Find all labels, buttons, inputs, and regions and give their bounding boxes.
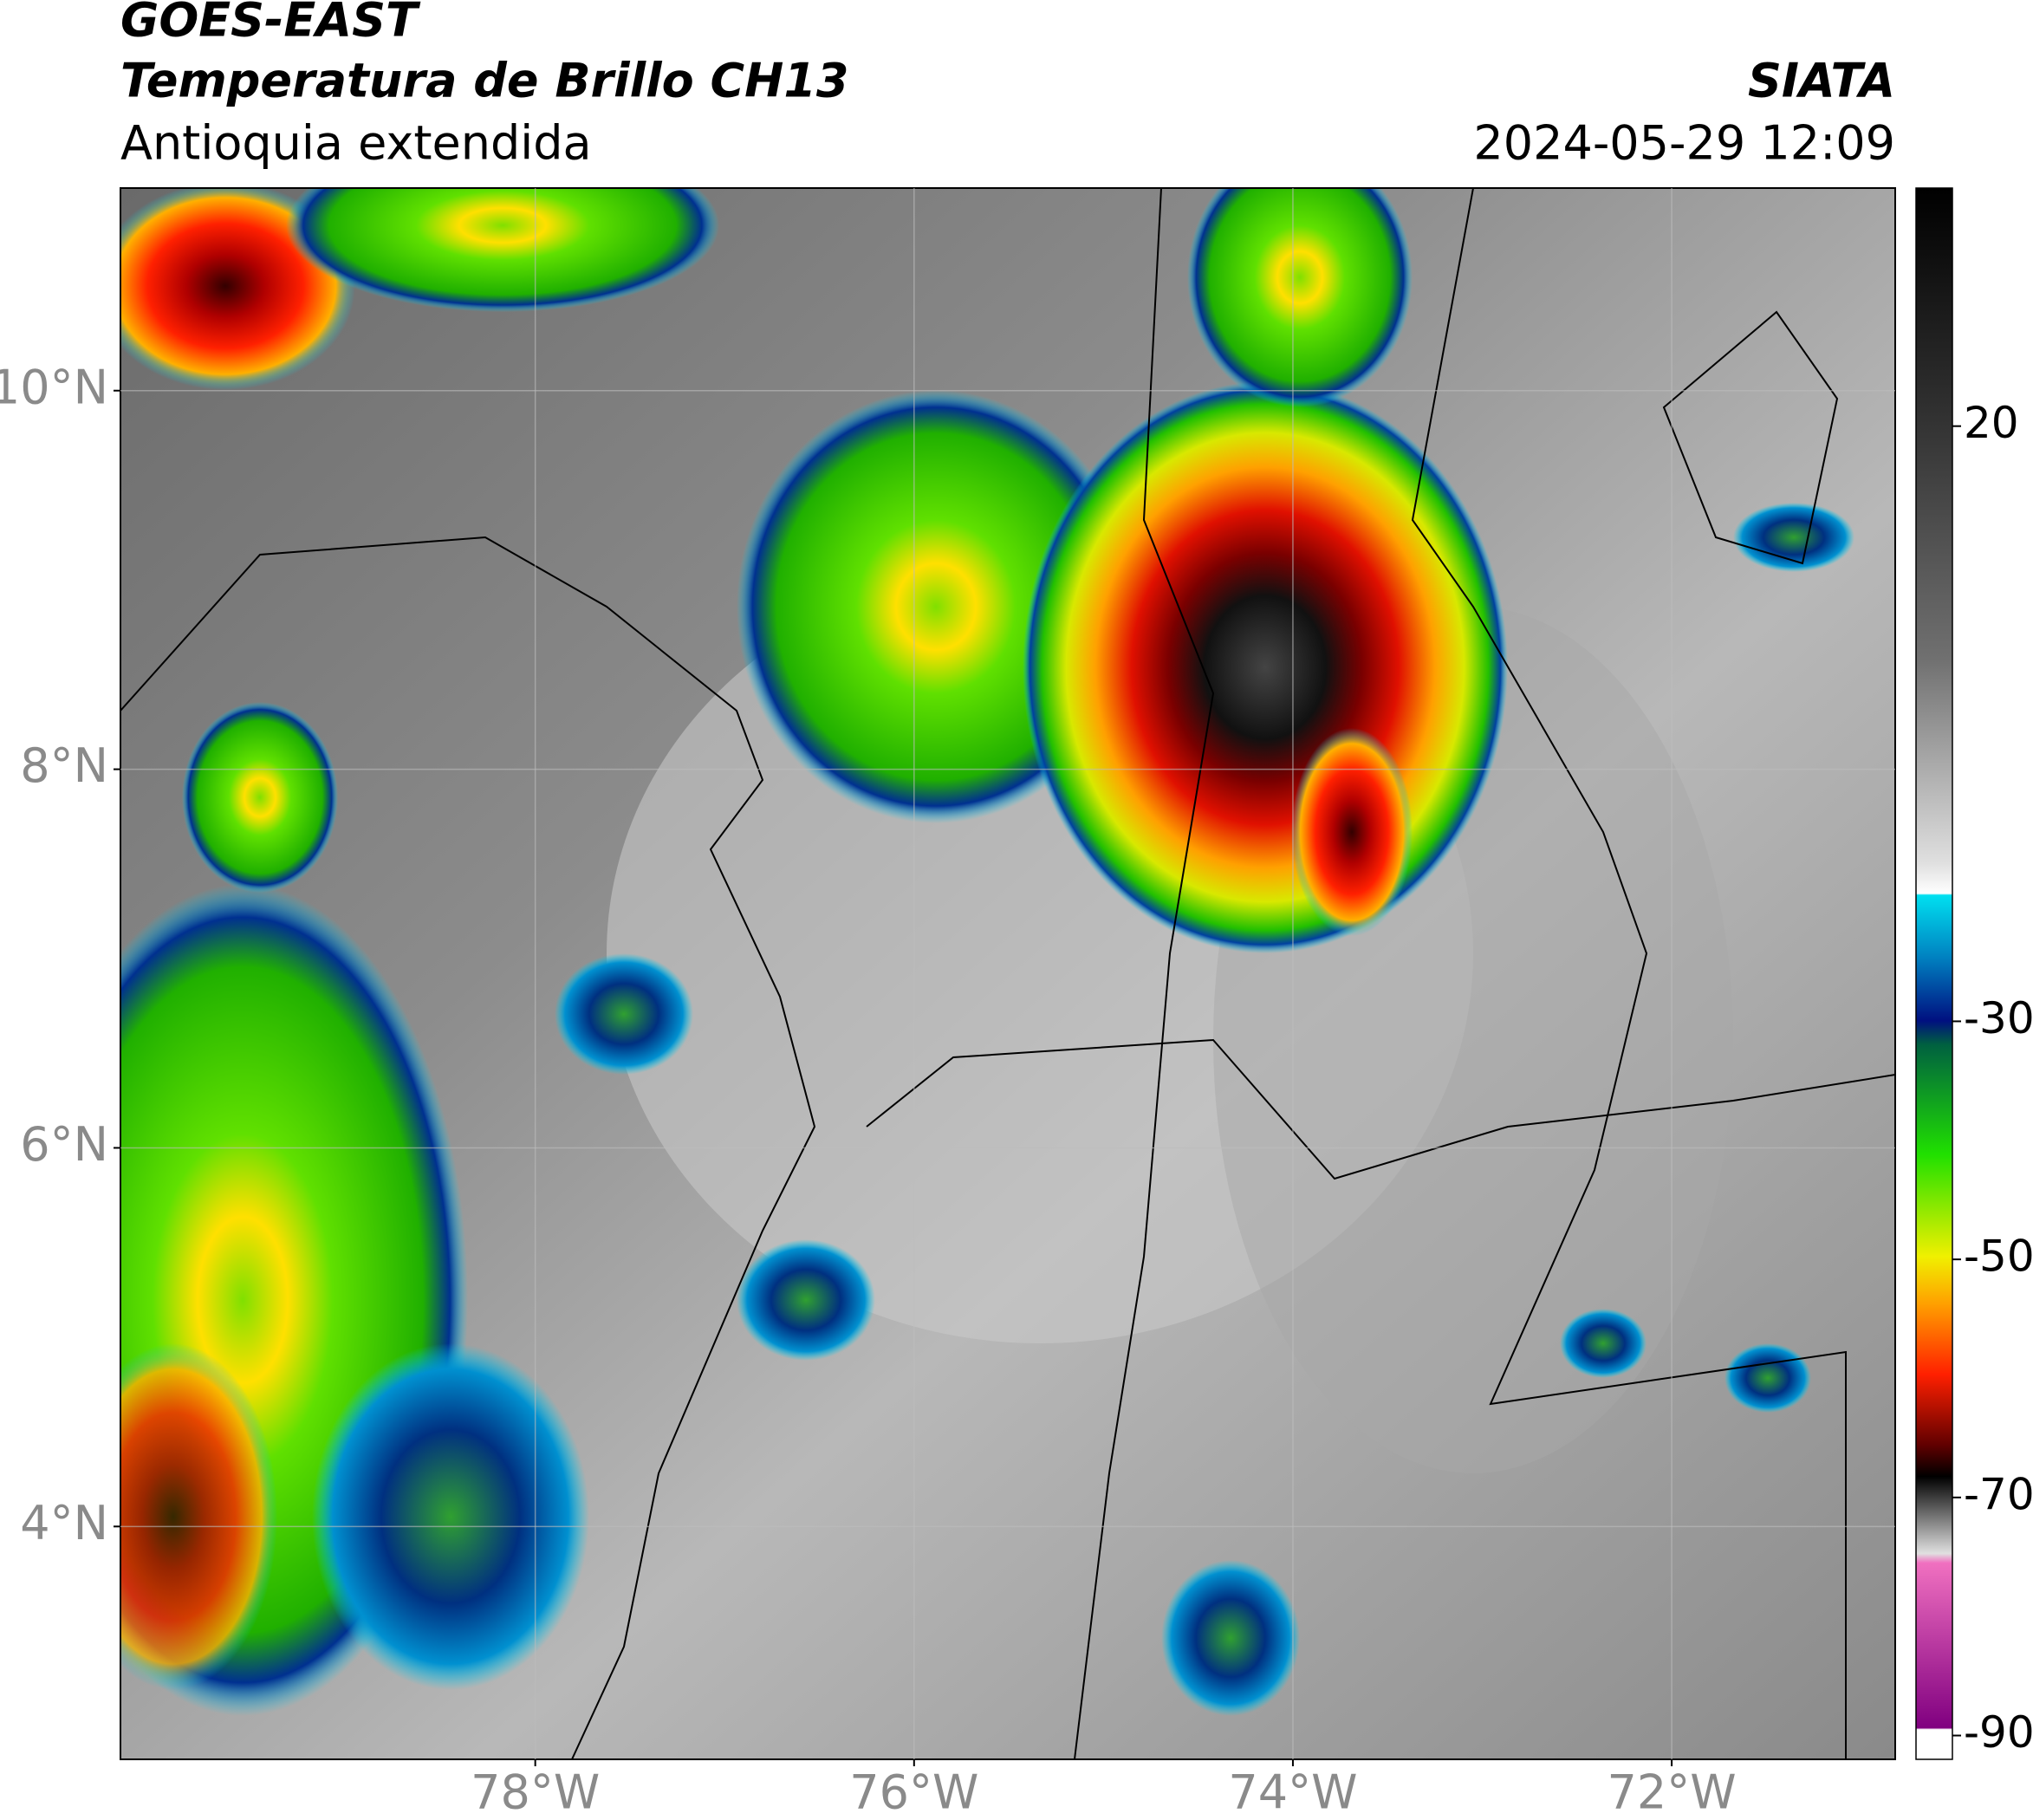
colorbar-tick-label: 20 <box>1964 398 2019 448</box>
satellite: GOES-EAST <box>120 0 421 48</box>
source: SIATA <box>1748 54 1895 108</box>
lat-tick-label: 10°N <box>0 360 108 414</box>
colorbar-tick-label: -50 <box>1964 1232 2033 1282</box>
lon-tick-label: 72°W <box>1608 1765 1737 1820</box>
product: Temperatura de Brillo CH13 <box>120 54 849 108</box>
lon-tick-label: 74°W <box>1228 1765 1357 1820</box>
datetime: 2024-05-29 12:09 <box>1473 116 1895 171</box>
colorbar <box>1915 187 1953 1760</box>
colorbar-tick-label: -70 <box>1964 1469 2033 1519</box>
lon-tick-label: 76°W <box>849 1765 978 1820</box>
lat-tick-label: 4°N <box>20 1496 108 1550</box>
lat-tick-label: 6°N <box>20 1117 108 1172</box>
colorbar-tick-label: -30 <box>1964 993 2033 1043</box>
map-frame <box>120 187 1896 1760</box>
satellite-image <box>120 188 1895 1759</box>
lat-tick-label: 8°N <box>20 738 108 793</box>
region: Antioquia extendida <box>120 116 592 171</box>
colorbar-tick-label: -90 <box>1964 1707 2033 1758</box>
lon-tick-label: 78°W <box>471 1765 600 1820</box>
